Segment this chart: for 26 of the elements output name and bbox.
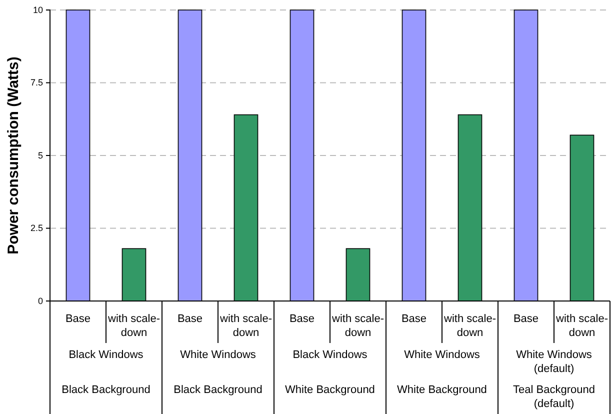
x-tick-label: Base: [177, 313, 203, 325]
text: Black Windows: [292, 349, 368, 361]
text: Black Background: [174, 384, 262, 396]
y-tick-label: 5: [38, 150, 43, 160]
x-tick-label: with scale-down: [555, 313, 608, 339]
x-tick-label: Base: [513, 313, 539, 325]
x-tick-label: with scale-down: [443, 313, 496, 339]
x-tick-label: Base: [401, 313, 427, 325]
x-tick-label: with scale-down: [107, 313, 160, 339]
x-tick-label: with scale-down: [219, 313, 272, 339]
x-tick-label: with scale-down: [331, 313, 384, 339]
text: Black Windows: [68, 349, 144, 361]
y-tick-label: 7.5: [30, 78, 43, 88]
y-tick-label: 10: [32, 4, 43, 15]
text: Teal Background (default): [513, 384, 595, 410]
text: White Windows: [404, 349, 480, 361]
text: White Windows: [180, 349, 256, 361]
text: White Windows (default): [516, 349, 592, 375]
text: White Background: [285, 384, 375, 396]
x-tick-label: Base: [65, 313, 91, 325]
text: Black Background: [62, 384, 150, 396]
text: White Background: [397, 384, 487, 396]
y-tick-label: 0: [38, 296, 43, 306]
y-tick-label: 2.5: [30, 223, 43, 234]
x-tick-label: Base: [289, 313, 315, 325]
y-axis-title: Power consumption (Watts): [5, 56, 22, 254]
